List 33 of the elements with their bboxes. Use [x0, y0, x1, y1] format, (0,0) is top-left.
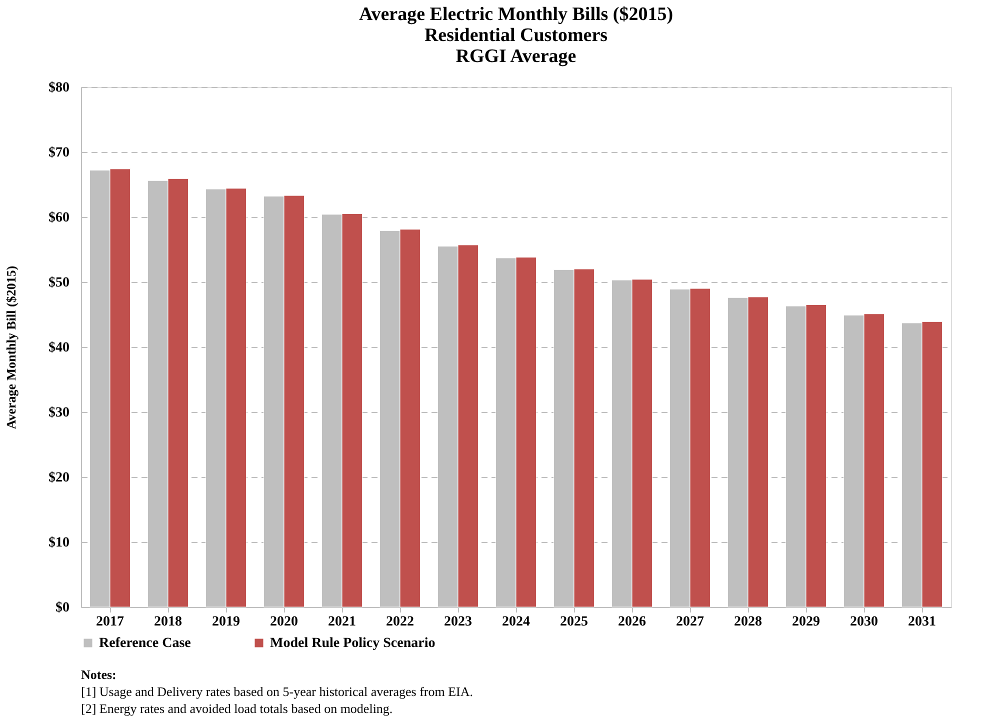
x-tick-label: 2029: [792, 614, 820, 630]
y-tick-label: $30: [48, 406, 70, 420]
text: Average Electric Monthly Bills ($2015): [358, 4, 674, 25]
x-tick-label: 2025: [560, 614, 588, 630]
y-tick-label: $20: [48, 470, 70, 486]
y-tick-label: $50: [48, 276, 70, 290]
x-tick-label: 2026: [618, 614, 646, 630]
x-tick-label: 2022: [386, 614, 414, 630]
text: RGGI Average: [456, 46, 576, 67]
text: [1] Usage and Delivery rates based on 5-year historical averages from EIA.: [81, 684, 474, 699]
y-tick-label: $0: [56, 600, 70, 616]
y-tick-label: $80: [48, 80, 70, 96]
y-tick-label: $40: [48, 340, 70, 356]
x-tick-label: 2024: [502, 614, 530, 630]
x-tick-label: 2021: [328, 614, 356, 630]
x-tick-label: 2018: [154, 614, 182, 630]
x-tick-label: 2020: [270, 614, 298, 630]
x-tick-label: 2017: [96, 614, 124, 630]
y-tick-label: $10: [48, 536, 70, 550]
legend-label: Model Rule Policy Scenario: [270, 636, 436, 651]
text: Notes:: [81, 667, 116, 682]
y-tick-label: $60: [48, 210, 70, 226]
x-tick-label: 2027: [676, 614, 704, 630]
x-tick-label: 2028: [734, 614, 762, 630]
text: Residential Customers: [424, 25, 608, 46]
y-axis-title: Average Monthly Bill ($2015): [4, 266, 18, 430]
x-tick-label: 2030: [850, 614, 878, 630]
y-tick-label: $70: [48, 146, 70, 160]
x-tick-label: 2019: [212, 614, 240, 630]
x-tick-label: 2031: [908, 614, 936, 630]
text: [2] Energy rates and avoided load totals based on modeling.: [81, 701, 393, 716]
legend-label: Reference Case: [99, 636, 191, 651]
x-tick-label: 2023: [444, 614, 472, 630]
